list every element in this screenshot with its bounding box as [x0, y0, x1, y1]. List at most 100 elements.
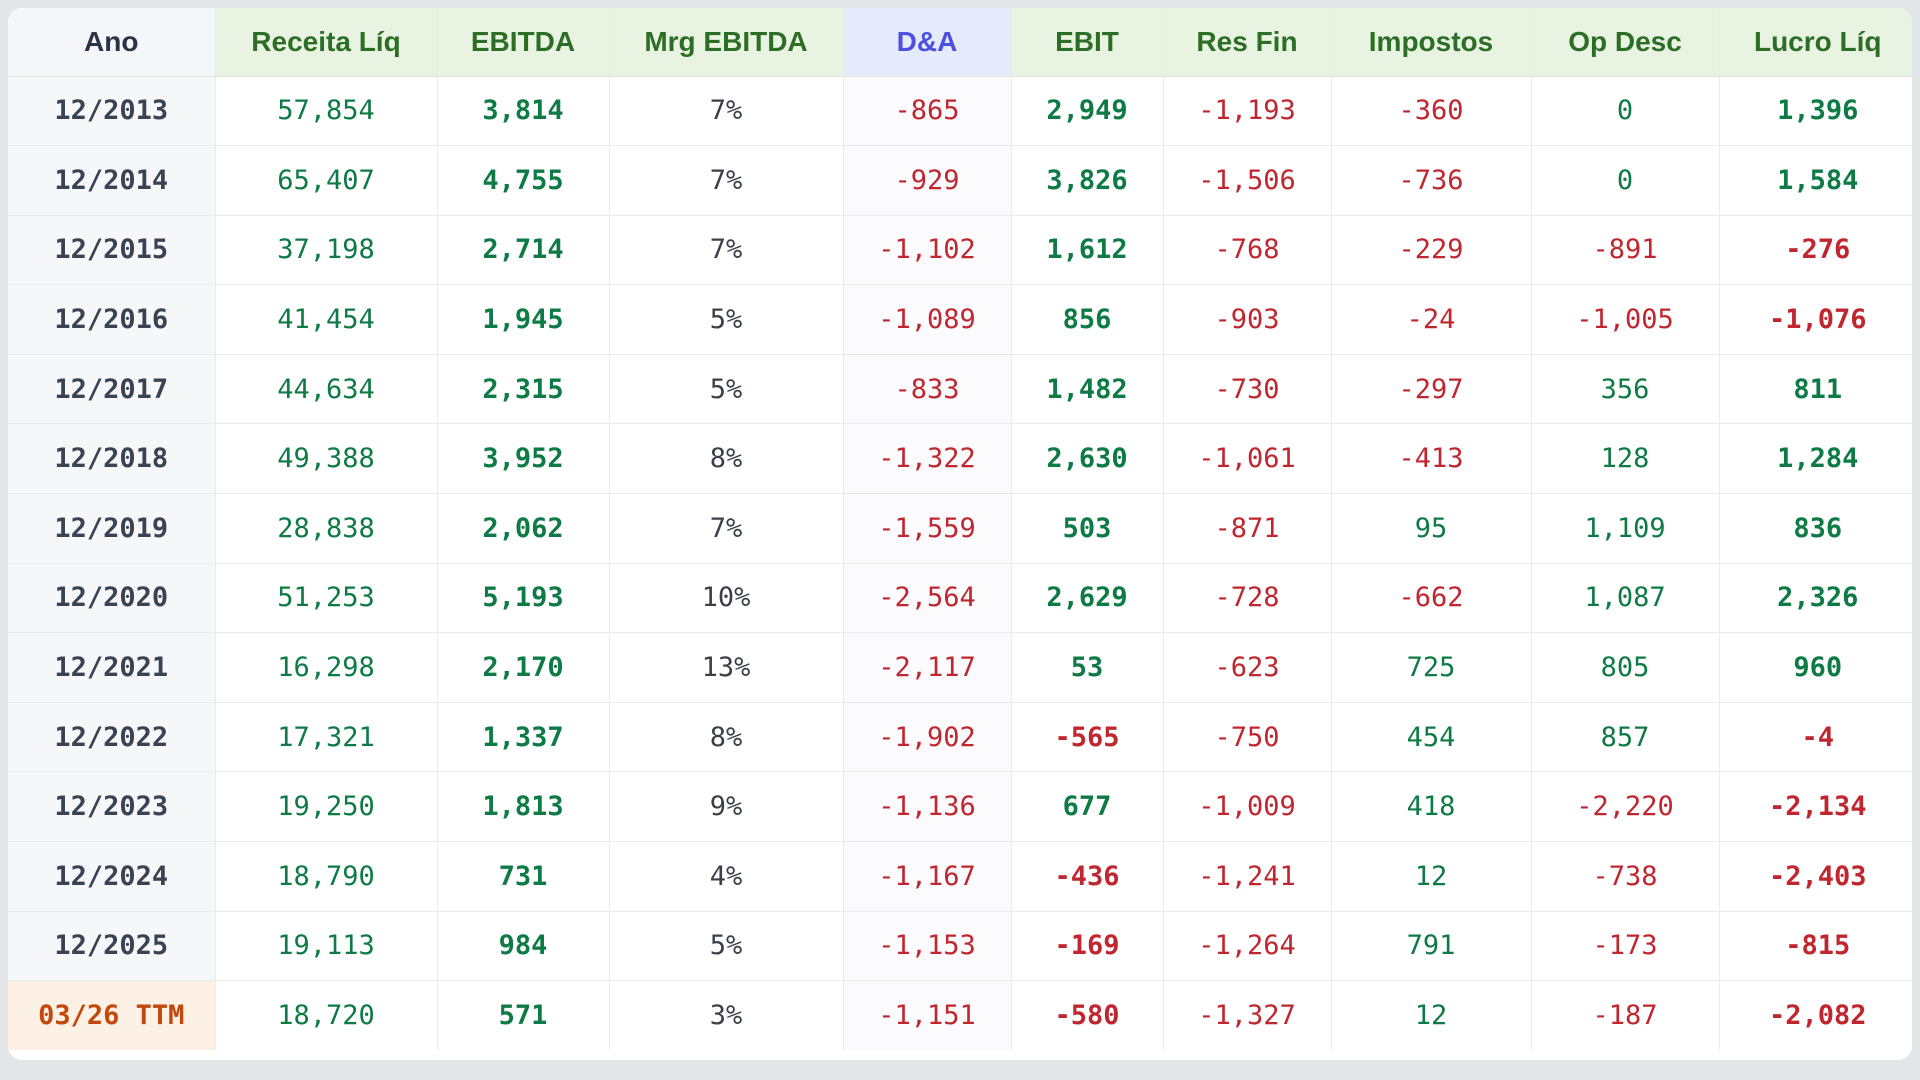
cell-op-desc: 1,109 — [1531, 493, 1720, 564]
cell-ebit: 1,482 — [1011, 354, 1164, 425]
cell-mrg-ebitda: 7% — [609, 493, 844, 564]
cell-impostos: 12 — [1331, 841, 1532, 912]
cell-lucro-liq: 811 — [1719, 354, 1912, 425]
cell-op-desc: -738 — [1531, 841, 1720, 912]
header-ano[interactable]: Ano — [8, 8, 216, 77]
cell-da: -833 — [843, 354, 1012, 425]
cell-lucro-liq: 2,326 — [1719, 563, 1912, 634]
cell-res-fin: -871 — [1163, 493, 1332, 564]
cell-da: -1,151 — [843, 980, 1012, 1051]
table-row[interactable]: 12/2017 44,634 2,315 5% -833 1,482 -730 -297 356… — [8, 354, 1912, 425]
cell-ebitda: 2,315 — [437, 354, 610, 425]
header-receita-liq[interactable]: Receita Líq — [215, 8, 438, 77]
cell-ebit: -169 — [1011, 911, 1164, 982]
cell-res-fin: -1,193 — [1163, 76, 1332, 147]
cell-impostos: 95 — [1331, 493, 1532, 564]
cell-res-fin: -623 — [1163, 632, 1332, 703]
header-mrg-ebitda[interactable]: Mrg EBITDA — [609, 8, 844, 77]
cell-ebit: -580 — [1011, 980, 1164, 1051]
table-row[interactable]: 12/2024 18,790 731 4% -1,167 -436 -1,241 12 -738… — [8, 841, 1912, 912]
table-row[interactable]: 12/2014 65,407 4,755 7% -929 3,826 -1,506 -736 0… — [8, 145, 1912, 216]
cell-ano: 12/2014 — [8, 145, 216, 216]
cell-da: -1,102 — [843, 215, 1012, 286]
cell-res-fin: -728 — [1163, 563, 1332, 634]
cell-ebit: 503 — [1011, 493, 1164, 564]
cell-lucro-liq: -1,076 — [1719, 284, 1912, 355]
cell-ano: 12/2023 — [8, 771, 216, 843]
table-row[interactable]: 12/2015 37,198 2,714 7% -1,102 1,612 -768 -229-… — [8, 215, 1912, 286]
cell-lucro-liq: -2,403 — [1719, 841, 1912, 912]
cell-ano: 03/26 TTM — [8, 980, 216, 1051]
cell-receita-liq: 16,298 — [215, 632, 438, 703]
cell-mrg-ebitda: 8% — [609, 702, 844, 773]
cell-impostos: 418 — [1331, 771, 1532, 843]
cell-ebit: 2,630 — [1011, 423, 1164, 495]
table-row[interactable]: 12/2022 17,321 1,337 8% -1,902 -565 -750 454 857… — [8, 702, 1912, 773]
cell-impostos: -360 — [1331, 76, 1532, 147]
cell-receita-liq: 18,720 — [215, 980, 438, 1051]
cell-ebit: 53 — [1011, 632, 1164, 703]
cell-ebitda: 571 — [437, 980, 610, 1051]
table-row[interactable]: 12/2018 49,388 3,952 8% -1,322 2,630 -1,061 -41… — [8, 423, 1912, 495]
table-row[interactable]: 12/2023 19,250 1,813 9% -1,136 677 -1,009 418 -2… — [8, 771, 1912, 843]
cell-impostos: 791 — [1331, 911, 1532, 982]
cell-ebitda: 1,813 — [437, 771, 610, 843]
cell-ebit: -565 — [1011, 702, 1164, 773]
cell-impostos: -662 — [1331, 563, 1532, 634]
cell-ebitda: 3,814 — [437, 76, 610, 147]
cell-op-desc: 805 — [1531, 632, 1720, 703]
table-row[interactable]: 12/2016 41,454 1,945 5% -1,089 856 -903 -24 -1,0… — [8, 284, 1912, 355]
cell-da: -1,153 — [843, 911, 1012, 982]
table-row[interactable]: 12/2020 51,253 5,193 10% -2,564 2,629 -728 -662… — [8, 563, 1912, 634]
cell-ano: 12/2021 — [8, 632, 216, 703]
cell-mrg-ebitda: 5% — [609, 911, 844, 982]
cell-mrg-ebitda: 5% — [609, 284, 844, 355]
header-res-fin[interactable]: Res Fin — [1163, 8, 1332, 77]
financial-table-card: Ano Receita Líq EBITDA Mrg EBITDA D&A EB… — [6, 6, 1914, 1062]
cell-res-fin: -1,241 — [1163, 841, 1332, 912]
cell-da: -929 — [843, 145, 1012, 216]
cell-ebitda: 1,337 — [437, 702, 610, 773]
cell-res-fin: -768 — [1163, 215, 1332, 286]
cell-ano: 12/2024 — [8, 841, 216, 912]
cell-ebit: 1,612 — [1011, 215, 1164, 286]
cell-ebit: 3,826 — [1011, 145, 1164, 216]
cell-da: -2,564 — [843, 563, 1012, 634]
cell-mrg-ebitda: 7% — [609, 76, 844, 147]
cell-impostos: 12 — [1331, 980, 1532, 1051]
cell-lucro-liq: -4 — [1719, 702, 1912, 773]
cell-op-desc: 0 — [1531, 76, 1720, 147]
cell-ebit: 677 — [1011, 771, 1164, 843]
cell-lucro-liq: -815 — [1719, 911, 1912, 982]
cell-mrg-ebitda: 9% — [609, 771, 844, 843]
cell-ebitda: 5,193 — [437, 563, 610, 634]
cell-mrg-ebitda: 3% — [609, 980, 844, 1051]
header-op-desc[interactable]: Op Desc — [1531, 8, 1720, 77]
cell-lucro-liq: 836 — [1719, 493, 1912, 564]
table-row[interactable]: 03/26 TTM 18,720 571 3% -1,151 -580 -1,327 12 -1… — [8, 980, 1912, 1051]
financial-table: Ano Receita Líq EBITDA Mrg EBITDA D&A EB… — [8, 8, 1912, 1051]
cell-impostos: -229 — [1331, 215, 1532, 286]
cell-da: -1,559 — [843, 493, 1012, 564]
table-row[interactable]: 12/2025 19,113 984 5% -1,153 -169 -1,264 791 -17… — [8, 911, 1912, 982]
cell-receita-liq: 57,854 — [215, 76, 438, 147]
header-da[interactable]: D&A — [843, 8, 1012, 77]
cell-ebit: 2,949 — [1011, 76, 1164, 147]
cell-receita-liq: 19,113 — [215, 911, 438, 982]
header-impostos[interactable]: Impostos — [1331, 8, 1532, 77]
cell-op-desc: 128 — [1531, 423, 1720, 495]
cell-da: -865 — [843, 76, 1012, 147]
cell-mrg-ebitda: 4% — [609, 841, 844, 912]
cell-mrg-ebitda: 7% — [609, 215, 844, 286]
header-ebitda[interactable]: EBITDA — [437, 8, 610, 77]
cell-da: -1,089 — [843, 284, 1012, 355]
header-ebit[interactable]: EBIT — [1011, 8, 1164, 77]
header-lucro-liq[interactable]: Lucro Líq — [1719, 8, 1912, 77]
cell-op-desc: -1,005 — [1531, 284, 1720, 355]
table-row[interactable]: 12/2021 16,298 2,170 13% -2,117 53 -623 725 805 9… — [8, 632, 1912, 703]
table-row[interactable]: 12/2013 57,854 3,814 7% -865 2,949 -1,193 -360 0… — [8, 76, 1912, 147]
cell-receita-liq: 37,198 — [215, 215, 438, 286]
table-row[interactable]: 12/2019 28,838 2,062 7% -1,559 503 -871 95 1,109… — [8, 493, 1912, 564]
cell-op-desc: 0 — [1531, 145, 1720, 216]
cell-lucro-liq: 1,284 — [1719, 423, 1912, 495]
